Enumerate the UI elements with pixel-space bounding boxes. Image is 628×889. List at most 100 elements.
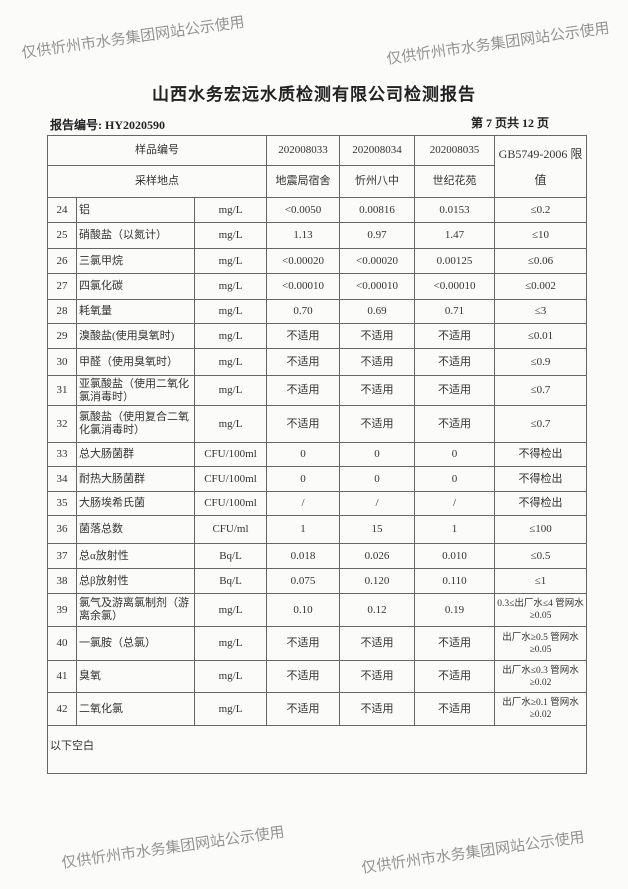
result-value: 0.19 [414, 593, 495, 627]
result-value: 0.70 [266, 299, 340, 324]
result-value: 0.97 [339, 222, 415, 249]
row-number: 37 [47, 543, 77, 569]
row-number: 42 [47, 692, 77, 726]
table-row: 24 铝 mg/L <0.0050 0.00816 0.0153 ≤0.2 [47, 197, 587, 223]
unit: mg/L [194, 375, 267, 406]
table-row: 38 总β放射性 Bq/L 0.075 0.120 0.110 ≤1 [47, 568, 587, 594]
result-value: 1 [266, 515, 340, 544]
blank-note: 以下空白 [47, 725, 587, 774]
sample-no: 202008034 [339, 135, 415, 166]
row-number: 29 [47, 323, 77, 349]
limit-value: 出厂水≥0.1 管网水≥0.02 [494, 692, 587, 726]
site-label: 采样地点 [47, 165, 267, 198]
result-value: / [414, 491, 495, 516]
unit: mg/L [194, 692, 267, 726]
limit-value: ≤0.01 [494, 323, 587, 349]
result-value: 不适用 [266, 348, 340, 376]
result-value: 0.018 [266, 543, 340, 569]
item-name: 氯酸盐（使用复合二氧化氯消毒时） [76, 405, 195, 443]
limit-value: 不得检出 [494, 466, 587, 492]
item-name: 三氯甲烷 [76, 248, 195, 274]
row-number: 32 [47, 405, 77, 443]
result-value: 不适用 [414, 375, 495, 406]
result-value: 0.10 [266, 593, 340, 627]
result-value: / [339, 491, 415, 516]
unit: mg/L [194, 660, 267, 693]
result-value: 0.110 [414, 568, 495, 594]
unit: mg/L [194, 593, 267, 627]
table-row: 35 大肠埃希氏菌 CFU/100ml / / / 不得检出 [47, 491, 587, 516]
limit-value: 不得检出 [494, 491, 587, 516]
result-value: 0.0153 [414, 197, 495, 223]
row-number: 27 [47, 273, 77, 300]
row-number: 34 [47, 466, 77, 492]
unit: mg/L [194, 197, 267, 223]
limit-value: ≤0.2 [494, 197, 587, 223]
result-value: 不适用 [414, 348, 495, 376]
result-value: 不适用 [266, 660, 340, 693]
limit-value: 出厂水≤0.3 管网水≥0.02 [494, 660, 587, 693]
result-value: 0 [414, 442, 495, 467]
result-value: 0.12 [339, 593, 415, 627]
header-row-site: 采样地点 地震局宿舍 忻州八中 世纪花苑 [47, 165, 587, 198]
limit-value: ≤0.06 [494, 248, 587, 274]
result-value: 不适用 [339, 323, 415, 349]
row-number: 30 [47, 348, 77, 376]
row-number: 31 [47, 375, 77, 406]
result-value: 0 [266, 442, 340, 467]
item-name: 耗氧量 [76, 299, 195, 324]
limit-value: ≤0.5 [494, 543, 587, 569]
row-number: 26 [47, 248, 77, 274]
result-value: 不适用 [414, 626, 495, 661]
row-number: 39 [47, 593, 77, 627]
table-row: 31 亚氯酸盐（使用二氧化氯消毒时） mg/L 不适用 不适用 不适用 ≤0.7 [47, 375, 587, 406]
result-value: 0 [339, 442, 415, 467]
site: 地震局宿舍 [266, 165, 340, 198]
unit: CFU/100ml [194, 442, 267, 467]
table-row: 36 菌落总数 CFU/ml 1 15 1 ≤100 [47, 515, 587, 544]
result-value: 不适用 [414, 660, 495, 693]
item-name: 一氯胺（总氯） [76, 626, 195, 661]
table-row: 29 溴酸盐(使用臭氧时) mg/L 不适用 不适用 不适用 ≤0.01 [47, 323, 587, 349]
result-value: 0.71 [414, 299, 495, 324]
table-row: 42 二氧化氯 mg/L 不适用 不适用 不适用 出厂水≥0.1 管网水≥0.02 [47, 692, 587, 726]
limit-value: ≤10 [494, 222, 587, 249]
item-name: 四氯化碳 [76, 273, 195, 300]
watermark-text: 仅供忻州市水务集团网站公示使用 [60, 822, 286, 872]
table-row: 27 四氯化碳 mg/L <0.00010 <0.00010 <0.00010 ≤0.002 [47, 273, 587, 300]
item-name: 氯气及游离氯制剂（游离余氯） [76, 593, 195, 627]
row-number: 24 [47, 197, 77, 223]
unit: mg/L [194, 348, 267, 376]
result-value: 0.010 [414, 543, 495, 569]
result-value: 0.00125 [414, 248, 495, 274]
sample-no-label: 样品编号 [47, 135, 267, 166]
site: 忻州八中 [339, 165, 415, 198]
table-row: 34 耐热大肠菌群 CFU/100ml 0 0 0 不得检出 [47, 466, 587, 492]
row-number: 38 [47, 568, 77, 594]
table-row: 37 总α放射性 Bq/L 0.018 0.026 0.010 ≤0.5 [47, 543, 587, 569]
result-value: 1.47 [414, 222, 495, 249]
result-value: 0.69 [339, 299, 415, 324]
item-name: 甲醛（使用臭氧时） [76, 348, 195, 376]
item-name: 二氧化氯 [76, 692, 195, 726]
page-number: 第 7 页共 12 页 [471, 116, 550, 130]
table-row: 32 氯酸盐（使用复合二氧化氯消毒时） mg/L 不适用 不适用 不适用 ≤0.7 [47, 405, 587, 443]
item-name: 总α放射性 [76, 543, 195, 569]
result-value: <0.00020 [266, 248, 340, 274]
result-value: 1 [414, 515, 495, 544]
result-value: 0.075 [266, 568, 340, 594]
item-name: 溴酸盐(使用臭氧时) [76, 323, 195, 349]
result-value: 1.13 [266, 222, 340, 249]
report-title: 山西水务宏远水质检测有限公司检测报告 [152, 85, 476, 104]
blank-row: 以下空白 [47, 725, 587, 774]
table-row: 33 总大肠菌群 CFU/100ml 0 0 0 不得检出 [47, 442, 587, 467]
result-value: 15 [339, 515, 415, 544]
row-number: 33 [47, 442, 77, 467]
unit: CFU/ml [194, 515, 267, 544]
limit-value: 0.3≤出厂水≤4 管网水≥0.05 [494, 593, 587, 627]
table-row: 28 耗氧量 mg/L 0.70 0.69 0.71 ≤3 [47, 299, 587, 324]
result-value: 不适用 [414, 692, 495, 726]
watermark-text: 仅供忻州市水务集团网站公示使用 [20, 12, 246, 62]
table-row: 39 氯气及游离氯制剂（游离余氯） mg/L 0.10 0.12 0.19 0.3≤出厂水≤… [47, 593, 587, 627]
